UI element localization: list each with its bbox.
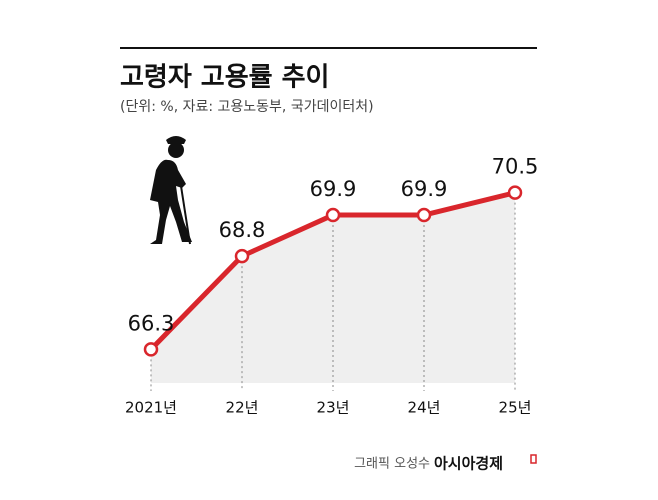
chart-subtitle: (단위: %, 자료: 고용노동부, 국가데이터처) xyxy=(120,99,374,115)
x-tick-label: 2021년 xyxy=(125,399,177,417)
credit: 그래픽 오성수 xyxy=(354,457,430,472)
x-tick-label: 25년 xyxy=(499,399,532,417)
cane xyxy=(180,185,191,245)
brand: 아시아경제 xyxy=(434,455,503,473)
x-tick-label: 24년 xyxy=(408,399,441,417)
value-label: 68.8 xyxy=(219,218,266,242)
value-label: 66.3 xyxy=(128,311,175,335)
point-marker xyxy=(416,207,432,223)
brand-mark xyxy=(530,454,537,464)
value-label: 70.5 xyxy=(492,155,539,179)
x-tick-label: 23년 xyxy=(317,399,350,417)
chart-title: 고령자 고용률 추이 xyxy=(120,63,329,93)
elderly-silhouette xyxy=(150,136,192,244)
x-tick-label: 22년 xyxy=(226,399,259,417)
point-marker xyxy=(143,342,159,357)
value-label: 69.9 xyxy=(401,177,448,201)
point-marker xyxy=(507,185,523,200)
point-marker xyxy=(234,248,250,264)
point-marker xyxy=(325,207,341,223)
value-label: 69.9 xyxy=(310,177,357,201)
